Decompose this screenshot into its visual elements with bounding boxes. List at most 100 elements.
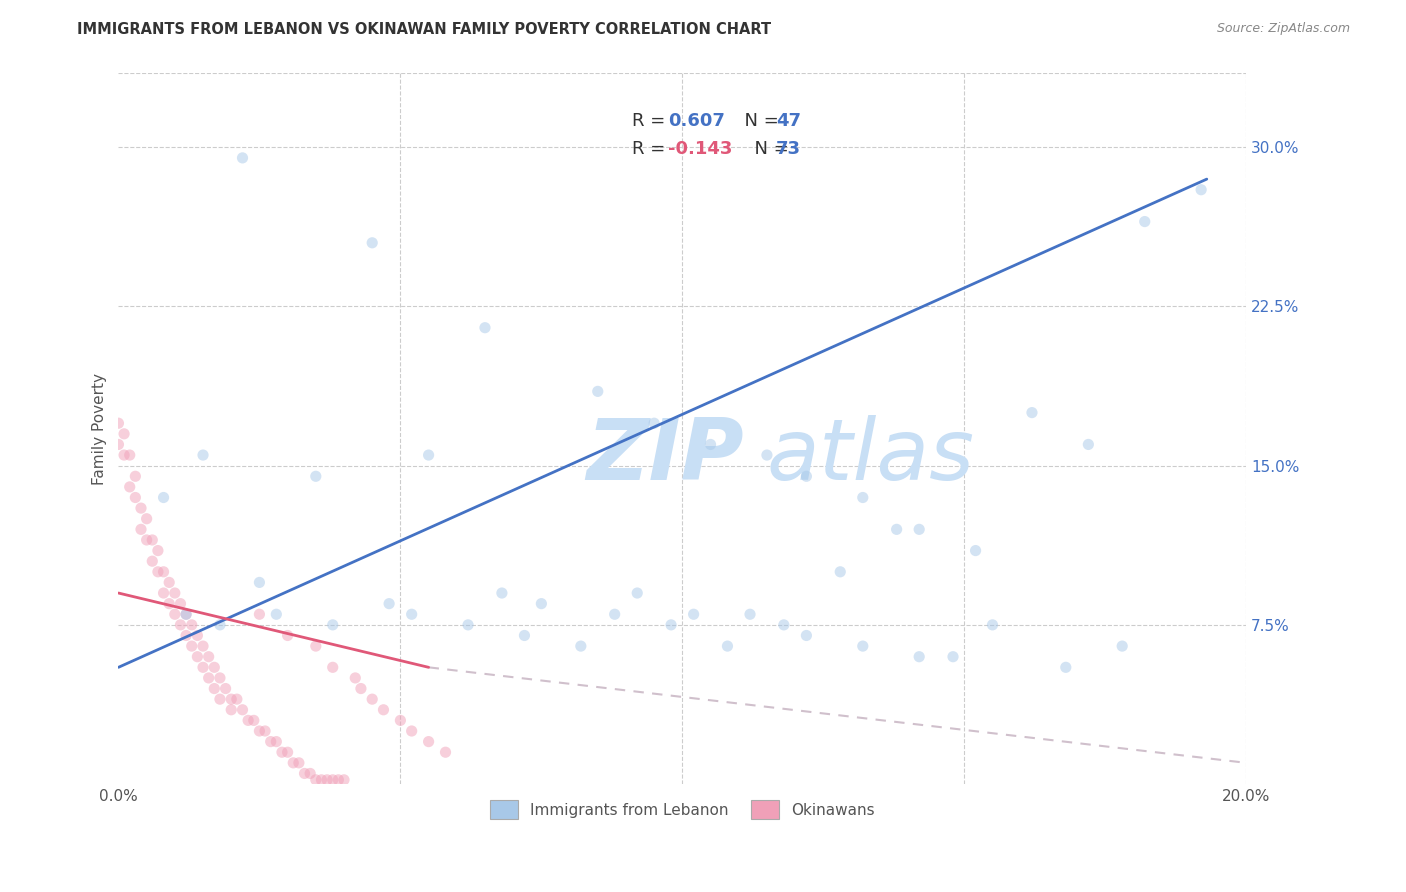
Point [513,628,536,642]
Point [186,628,208,642]
Point [328,772,350,787]
Point [266,607,288,622]
Point [141,533,163,547]
Point [361,235,384,250]
Point [197,649,219,664]
Point [716,639,738,653]
Point [755,448,778,462]
Point [236,714,259,728]
Point [135,512,157,526]
Point [129,501,152,516]
Text: IMMIGRANTS FROM LEBANON VS OKINAWAN FAMILY POVERTY CORRELATION CHART: IMMIGRANTS FROM LEBANON VS OKINAWAN FAMI… [77,22,772,37]
Point [231,703,253,717]
Legend: Immigrants from Lebanon, Okinawans: Immigrants from Lebanon, Okinawans [479,789,886,830]
Text: 73: 73 [776,140,801,158]
Point [305,469,328,483]
Text: R =: R = [631,112,671,129]
Text: 0.607: 0.607 [668,112,724,129]
Point [124,491,146,505]
Point [773,618,796,632]
Point [152,491,174,505]
Point [322,772,344,787]
Point [942,649,965,664]
Text: R =: R = [631,140,671,158]
Point [152,586,174,600]
Point [322,618,344,632]
Point [294,766,316,780]
Point [344,671,367,685]
Text: atlas: atlas [766,416,974,499]
Point [146,543,169,558]
Point [659,618,682,632]
Point [214,681,236,696]
Point [322,660,344,674]
Point [129,522,152,536]
Point [457,618,479,632]
Point [603,607,626,622]
Point [174,628,197,642]
Point [277,745,299,759]
Point [107,437,129,451]
Point [305,772,328,787]
Point [283,756,305,770]
Point [157,597,180,611]
Point [1133,214,1156,228]
Text: N =: N = [733,112,785,129]
Point [266,734,288,748]
Point [112,448,135,462]
Point [157,575,180,590]
Point [191,660,214,674]
Point [418,734,440,748]
Point [1111,639,1133,653]
Point [626,586,648,600]
Point [491,586,513,600]
Point [569,639,592,653]
Point [260,734,283,748]
Point [202,681,225,696]
Point [169,597,191,611]
Point [389,714,412,728]
Point [418,448,440,462]
Point [830,565,852,579]
Point [208,671,231,685]
Point [852,491,875,505]
Point [643,416,665,430]
Point [271,745,294,759]
Point [1054,660,1077,674]
Point [124,469,146,483]
Text: Source: ZipAtlas.com: Source: ZipAtlas.com [1216,22,1350,36]
Point [1189,183,1212,197]
Text: N =: N = [744,140,794,158]
Point [401,607,423,622]
Point [174,607,197,622]
Point [208,692,231,706]
Point [434,745,457,759]
Point [316,772,339,787]
Point [1021,406,1043,420]
Point [249,724,271,739]
Point [107,416,129,430]
Point [180,639,202,653]
Point [277,628,299,642]
Point [112,426,135,441]
Point [231,151,253,165]
Point [981,618,1004,632]
Point [249,575,271,590]
Point [586,384,609,399]
Point [141,554,163,568]
Point [796,469,818,483]
Point [197,671,219,685]
Point [152,565,174,579]
Point [682,607,704,622]
Point [908,649,931,664]
Point [373,703,395,717]
Point [288,756,311,770]
Point [118,448,141,462]
Point [191,639,214,653]
Point [225,692,247,706]
Point [163,607,186,622]
Point [908,522,931,536]
Point [378,597,401,611]
Point [208,618,231,632]
Point [191,448,214,462]
